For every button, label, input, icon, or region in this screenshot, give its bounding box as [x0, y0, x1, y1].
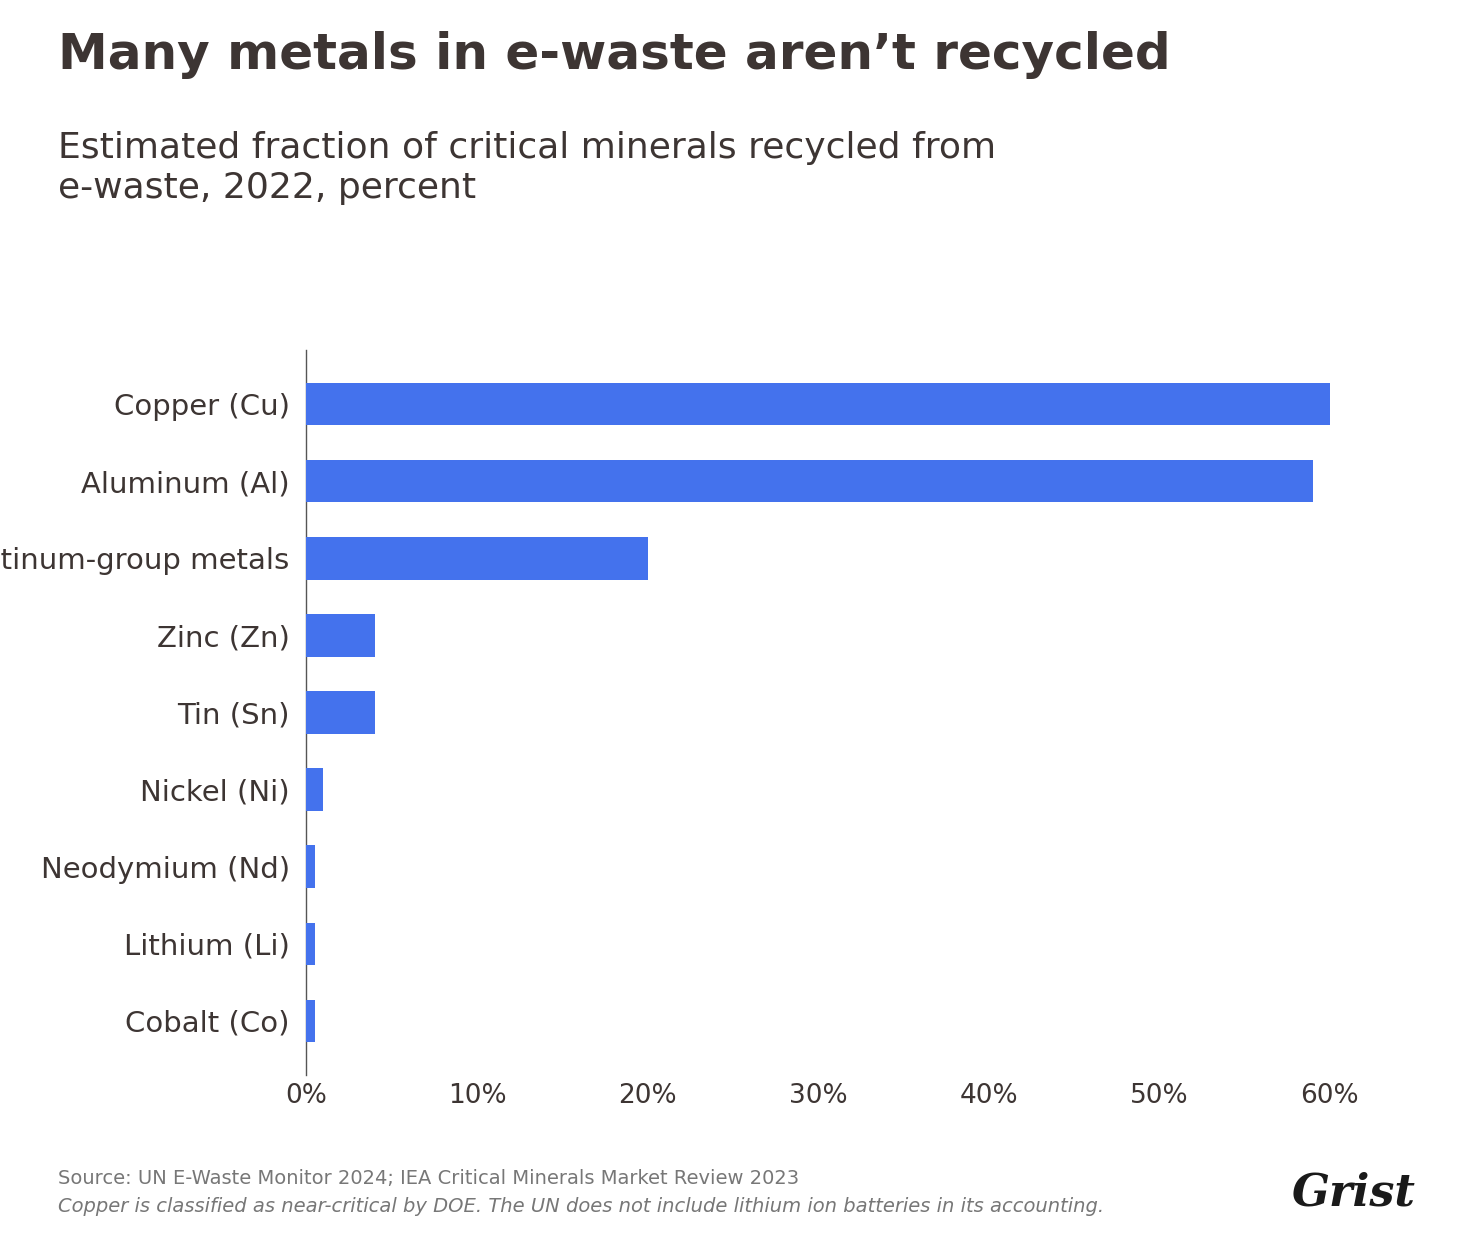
- Bar: [306, 1000, 315, 1042]
- Bar: [306, 382, 1331, 425]
- Text: Grist: Grist: [1291, 1172, 1415, 1215]
- Bar: [306, 769, 324, 811]
- Text: Copper is classified as near-critical by DOE. The UN does not include lithium io: Copper is classified as near-critical by…: [58, 1198, 1104, 1216]
- Bar: [306, 614, 375, 656]
- Bar: [306, 691, 375, 734]
- Bar: [306, 845, 315, 887]
- Text: Estimated fraction of critical minerals recycled from
e-waste, 2022, percent: Estimated fraction of critical minerals …: [58, 131, 996, 205]
- Bar: [306, 538, 648, 580]
- Text: Source: UN E-Waste Monitor 2024; IEA Critical Minerals Market Review 2023: Source: UN E-Waste Monitor 2024; IEA Cri…: [58, 1169, 800, 1187]
- Text: Many metals in e-waste aren’t recycled: Many metals in e-waste aren’t recycled: [58, 31, 1172, 79]
- Bar: [306, 460, 1313, 503]
- Bar: [306, 922, 315, 965]
